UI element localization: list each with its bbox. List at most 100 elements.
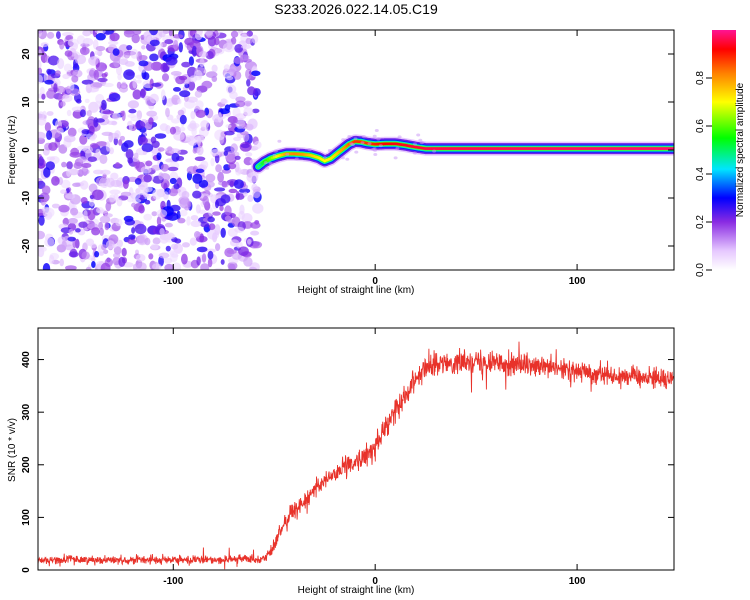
spectrogram-noise-blob xyxy=(224,215,232,222)
spectrogram-noise-blob xyxy=(230,37,237,45)
snr-y-tick-label: 100 xyxy=(21,509,32,526)
spectrogram-noise-blob xyxy=(143,72,150,80)
spectrogram-noise-blob xyxy=(109,147,114,155)
spectrogram-noise-blob xyxy=(432,149,437,153)
spectrogram-noise-blob xyxy=(78,156,87,163)
spectrogram-noise-blob xyxy=(83,37,90,45)
spectrogram-noise-blob xyxy=(105,201,112,212)
spectrogram-noise-blob xyxy=(207,258,213,268)
spectrogram-noise-blob xyxy=(243,107,254,117)
spectrogram-noise-blob xyxy=(202,195,209,207)
spectrogram-noise-blob xyxy=(67,236,76,242)
spectrogram-noise-blob xyxy=(235,96,246,103)
spectrogram-noise-blob xyxy=(44,79,54,85)
spectrogram-noise-blob xyxy=(171,118,181,124)
spectrogram-noise-blob xyxy=(81,163,92,168)
colorbar-tick-label: 0.8 xyxy=(695,71,706,85)
spectrogram-noise-blob xyxy=(64,50,73,57)
spectrogram-noise-blob xyxy=(416,133,421,137)
spectrogram-noise-blob xyxy=(237,169,242,175)
spectrogram-noise-blob xyxy=(99,154,108,165)
spectrogram-noise-blob xyxy=(51,77,61,88)
spectrogram-noise-blob xyxy=(63,63,73,73)
spectrogram-noise-blob xyxy=(263,161,268,165)
spectrogram-noise-blob xyxy=(38,246,47,253)
spectrogram-noise-blob xyxy=(100,169,111,175)
spectrogram-noise-blob xyxy=(116,81,122,89)
spectrogram-noise-blob xyxy=(85,266,92,270)
spectrogram-noise-blob xyxy=(112,48,120,56)
spectrogram-noise-blob xyxy=(63,135,76,143)
spectrogram-noise-blob xyxy=(58,94,63,103)
colorbar-tick-label: 0.2 xyxy=(695,215,706,229)
spectrogram-noise-blob xyxy=(215,48,225,55)
spectrogram-noise-blob xyxy=(144,237,151,246)
spectrogram-noise-blob xyxy=(122,262,134,268)
spectrogram-noise-blob xyxy=(239,188,251,194)
spectrogram-noise-blob xyxy=(174,238,182,244)
spectrogram-noise-blob xyxy=(177,98,182,105)
spectrogram-noise-blob xyxy=(67,38,79,48)
spectrogram-noise-blob xyxy=(123,30,135,38)
spectrogram-noise-blob xyxy=(38,117,47,126)
spectrogram-noise-blob xyxy=(159,123,169,132)
spectrogram-noise-blob xyxy=(191,45,197,57)
spectrogram-noise-blob xyxy=(102,110,115,115)
spectrogram-noise-blob xyxy=(179,209,188,217)
spectrogram-noise-blob xyxy=(57,58,65,70)
spectrogram-noise-blob xyxy=(165,56,178,66)
spectrogram-noise-blob xyxy=(65,193,76,200)
spectrogram-noise-blob xyxy=(67,127,77,137)
spectrogram-noise-blob xyxy=(66,109,72,117)
spectrogram-noise-blob xyxy=(193,69,203,81)
spectrogram-noise-blob xyxy=(171,152,180,162)
spectrogram-noise-blob xyxy=(79,47,90,55)
spectrogram-noise-blob xyxy=(149,53,159,62)
spectrogram-noise-blob xyxy=(38,67,43,75)
spectrogram-noise-blob xyxy=(273,149,278,153)
spectrogram-noise-blob xyxy=(44,237,55,248)
spectrogram-noise-blob xyxy=(128,120,133,132)
spectrogram-noise-blob xyxy=(215,200,219,209)
spectrogram-noise-blob xyxy=(223,150,228,156)
spectrogram-noise-blob xyxy=(101,244,107,251)
spectrogram-noise-blob xyxy=(79,134,88,145)
spectrogram-noise-blob xyxy=(95,45,106,52)
spectrogram-noise-blob xyxy=(200,263,210,270)
spectrogram-noise-blob xyxy=(223,64,230,72)
spectrogram-noise-blob xyxy=(252,188,261,199)
spectrogram-noise-blob xyxy=(200,221,210,228)
spectrogram-noise-blob xyxy=(110,172,119,180)
spectrogram-noise-blob xyxy=(76,98,82,104)
spectrogram-noise-blob xyxy=(47,55,60,66)
spectrogram-noise-blob xyxy=(42,263,51,270)
spectrogram-noise-blob xyxy=(241,44,252,50)
spectrogram-noise-blob xyxy=(126,45,133,51)
spectrogram-noise-blob xyxy=(138,136,148,145)
spectrogram-noise-blob xyxy=(295,147,300,151)
spectrogram-noise-blob xyxy=(233,57,243,64)
spectrogram-noise-blob xyxy=(214,267,224,270)
spectrogram-noise-blob xyxy=(224,130,235,136)
spectrogram-noise-blob xyxy=(149,30,158,36)
snr-panel: -100 0 100 0 100 200 300 400 Height of straight… xyxy=(7,327,675,596)
spectrogram-noise-blob xyxy=(92,82,102,88)
spectrogram-noise-blob xyxy=(322,156,327,160)
spectrogram-noise-blob xyxy=(151,140,160,148)
spectrogram-noise-blob xyxy=(43,72,49,83)
spectrogram-noise-blob xyxy=(81,79,94,85)
spectrogram-noise-blob xyxy=(133,152,139,159)
spectrogram-noise-blob xyxy=(105,240,115,250)
spectrogram-noise-blob xyxy=(102,114,109,120)
spectrogram-plot-area xyxy=(38,30,674,270)
spectrogram-noise-blob xyxy=(250,222,261,229)
spectrogram-y-tick-label: 20 xyxy=(21,48,32,60)
spectrogram-noise-blob xyxy=(173,131,185,141)
spectrogram-noise-blob xyxy=(128,108,137,114)
spectrogram-noise-blob xyxy=(186,96,198,103)
spectrogram-x-tick-label: 100 xyxy=(569,276,586,287)
spectrogram-noise-blob xyxy=(246,172,259,183)
spectrogram-noise-blob xyxy=(395,146,400,150)
spectrogram-noise-blob xyxy=(247,86,256,96)
spectrogram-noise-blob xyxy=(94,100,102,108)
